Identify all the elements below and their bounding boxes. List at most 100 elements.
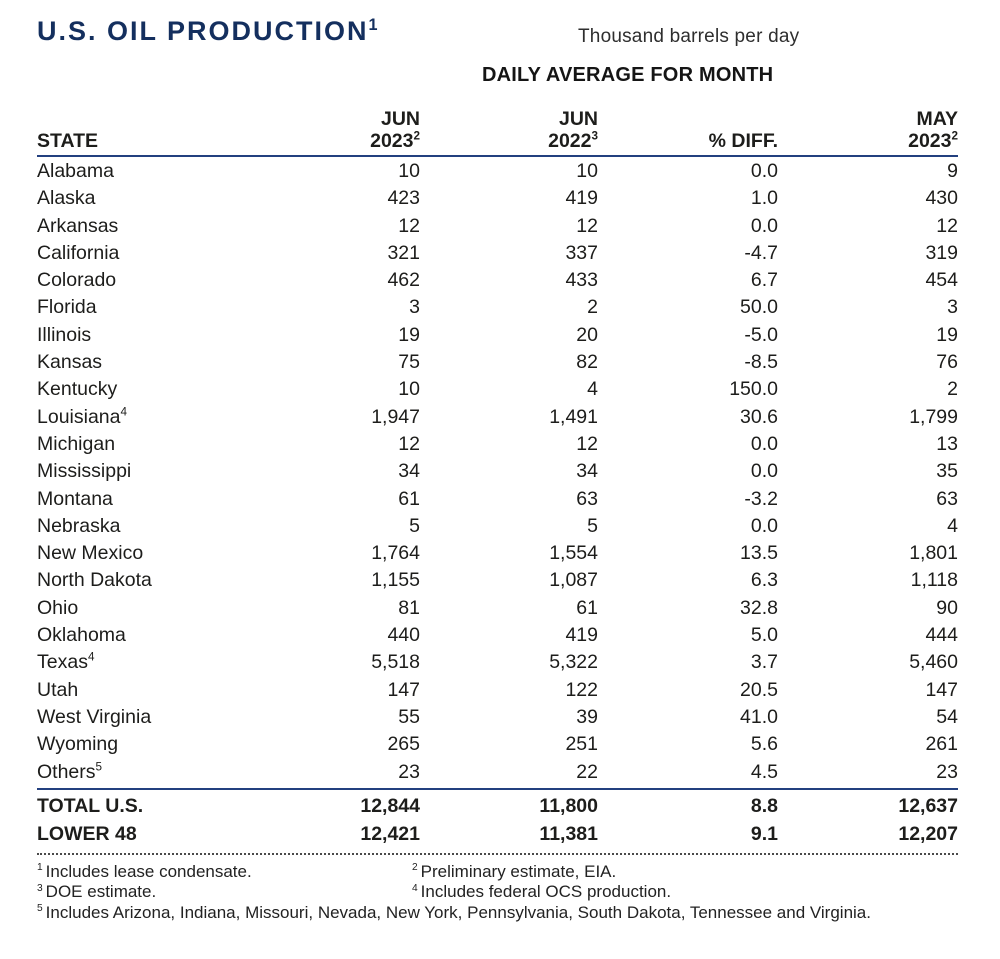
- value-may-2023: 1,118: [910, 569, 958, 592]
- table-row: North Dakota 1,155 1,087 6.3 1,118: [37, 567, 958, 594]
- column-header-may-2023-month: MAY: [916, 108, 958, 130]
- footnote-marker: 1: [37, 862, 43, 874]
- title-footnote-marker: 1: [368, 16, 378, 34]
- state-name: California: [37, 240, 267, 267]
- value-pct-diff: -4.7: [744, 241, 778, 264]
- value-jun-2023: 61: [398, 487, 420, 510]
- value-jun-2023: 462: [387, 269, 420, 292]
- value-jun-2022: 82: [576, 351, 598, 374]
- footnote-text: Includes Arizona, Indiana, Missouri, Nev…: [45, 902, 871, 922]
- state-name: Montana: [37, 486, 267, 513]
- footnotes: 1 Includes lease condensate. 2 Preliminary…: [37, 862, 958, 924]
- value-jun-2022: 419: [565, 624, 598, 647]
- value-jun-2023: 12,844: [360, 794, 420, 817]
- value-pct-diff: 30.6: [740, 405, 778, 428]
- table-row: Colorado 462 433 6.7 454: [37, 267, 958, 294]
- table-row: Texas4 5,518 5,322 3.7 5,460: [37, 649, 958, 676]
- value-jun-2023: 10: [398, 160, 420, 182]
- value-jun-2023: 5,518: [371, 651, 420, 674]
- value-jun-2022: 251: [565, 733, 598, 756]
- state-name: West Virginia: [37, 704, 267, 731]
- state-name: North Dakota: [37, 567, 267, 594]
- state-name: Kansas: [37, 349, 267, 376]
- state-name-text: Montana: [37, 487, 113, 510]
- value-pct-diff: -8.5: [744, 351, 778, 374]
- value-jun-2023: 23: [398, 760, 420, 783]
- production-table: STATE JUN 20232 JUN 20223 % DIFF. MAY 20…: [37, 108, 958, 923]
- value-may-2023: 13: [936, 432, 958, 455]
- footnote-text: Includes lease condensate.: [45, 861, 252, 881]
- unit-label: Thousand barrels per day: [578, 26, 800, 47]
- value-jun-2022: 63: [576, 487, 598, 510]
- value-jun-2022: 1,554: [549, 542, 598, 565]
- value-pct-diff: 5.6: [750, 733, 778, 756]
- value-pct-diff: 0.0: [750, 160, 778, 182]
- value-jun-2023: 1,155: [371, 569, 420, 592]
- year-text: 2022: [548, 130, 592, 152]
- footnote-marker: 5: [37, 903, 43, 915]
- value-may-2023: 261: [925, 733, 958, 756]
- table-row: Michigan 12 12 0.0 13: [37, 431, 958, 458]
- value-jun-2023: 75: [398, 351, 420, 374]
- footnote-text: Preliminary estimate, EIA.: [420, 861, 617, 881]
- header-footnote-marker: 3: [591, 129, 598, 143]
- table-row: West Virginia 55 39 41.0 54: [37, 704, 958, 731]
- state-name: Ohio: [37, 595, 267, 622]
- value-jun-2022: 39: [576, 705, 598, 728]
- value-may-2023: 23: [936, 760, 958, 783]
- footnote-marker: 4: [412, 882, 418, 894]
- state-name-text: Wyoming: [37, 733, 119, 756]
- state-name: Others5: [37, 759, 267, 786]
- value-pct-diff: 0.0: [750, 460, 778, 483]
- footnote-1: 1 Includes lease condensate.: [37, 862, 412, 883]
- column-header-jun-2022-year: 20223: [420, 130, 598, 152]
- table-row: Mississippi 34 34 0.0 35: [37, 458, 958, 485]
- table-row: TOTAL U.S. 12,844 11,800 8.8 12,637: [37, 792, 958, 820]
- state-name: TOTAL U.S.: [37, 792, 267, 820]
- value-pct-diff: -3.2: [744, 487, 778, 510]
- value-jun-2022: 5,322: [549, 651, 598, 674]
- table-row: Illinois 19 20 -5.0 19: [37, 322, 958, 349]
- state-name: Mississippi: [37, 458, 267, 485]
- state-name-text: Others: [37, 760, 96, 783]
- column-header-pct-diff-label: % DIFF.: [708, 130, 778, 152]
- header-footnote-marker: 2: [951, 129, 958, 143]
- value-jun-2023: 265: [387, 733, 420, 756]
- table-caption: DAILY AVERAGE FOR MONTH: [482, 64, 774, 86]
- state-name: Alaska: [37, 185, 267, 212]
- value-jun-2022: 61: [576, 596, 598, 619]
- column-header-jun-2023-month: JUN: [380, 108, 420, 130]
- value-jun-2022: 2: [587, 296, 598, 319]
- value-may-2023: 90: [936, 596, 958, 619]
- column-header-jun-2023-year: 20232: [267, 130, 420, 152]
- value-pct-diff: 6.7: [750, 269, 778, 292]
- value-jun-2023: 55: [398, 705, 420, 728]
- table-row: New Mexico 1,764 1,554 13.5 1,801: [37, 540, 958, 567]
- value-may-2023: 12: [936, 214, 958, 237]
- header-footnote-marker: 2: [413, 129, 420, 143]
- value-jun-2022: 22: [576, 760, 598, 783]
- footnote-marker: 3: [37, 882, 43, 894]
- value-jun-2023: 1,764: [371, 542, 420, 565]
- table-row: Ohio 81 61 32.8 90: [37, 595, 958, 622]
- value-jun-2022: 11,381: [539, 822, 598, 845]
- value-jun-2022: 419: [565, 187, 598, 210]
- table-row: Florida 3 2 50.0 3: [37, 294, 958, 321]
- state-name-text: Louisiana: [37, 405, 121, 428]
- column-header-pct-diff: % DIFF.: [598, 130, 778, 152]
- value-jun-2023: 147: [387, 678, 420, 701]
- value-jun-2022: 5: [587, 514, 598, 537]
- state-name-text: Colorado: [37, 269, 117, 292]
- page-title-text: U.S. OIL PRODUCTION: [37, 16, 369, 46]
- table-row: Nebraska 5 5 0.0 4: [37, 513, 958, 540]
- table-body: Alabama 10 10 0.0 9 Alaska 423 419 1.0 430 Arkansa…: [37, 157, 958, 786]
- state-name-text: California: [37, 241, 120, 264]
- value-pct-diff: 0.0: [750, 432, 778, 455]
- value-may-2023: 9: [947, 160, 958, 182]
- state-name-text: Kansas: [37, 351, 103, 374]
- value-pct-diff: 0.0: [750, 514, 778, 537]
- value-may-2023: 454: [925, 269, 958, 292]
- state-name: Florida: [37, 294, 267, 321]
- state-name-text: Oklahoma: [37, 624, 126, 647]
- value-may-2023: 430: [925, 187, 958, 210]
